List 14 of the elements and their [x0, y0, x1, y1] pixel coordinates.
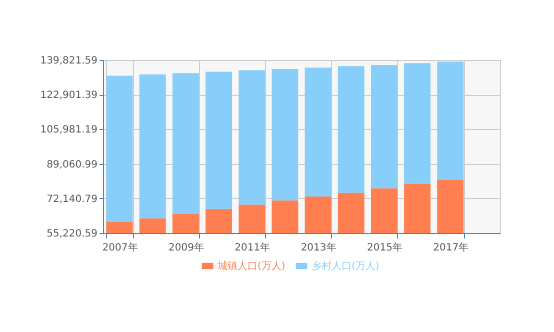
x-tick-label: 2007年: [102, 242, 138, 254]
x-tick-label: 2011年: [234, 242, 270, 254]
x-tick-label: 2015年: [366, 242, 402, 254]
x-tick-label: 2017年: [433, 242, 469, 254]
y-tick-label: 72,140.79: [46, 194, 98, 205]
legend-label: 乡村人口(万人): [312, 260, 380, 272]
y-tick-label: 89,060.99: [46, 159, 98, 170]
y-tick-label: 139,821.59: [40, 56, 98, 66]
y-tick-label: 55,220.59: [46, 228, 98, 240]
y-tick-label: 105,981.19: [40, 124, 98, 136]
legend-label: 城镇人口(万人): [216, 260, 286, 272]
y-tick-label: 122,901.39: [40, 90, 98, 102]
x-tick-label: 2013年: [300, 242, 336, 254]
x-tick-label: 2009年: [168, 242, 204, 254]
